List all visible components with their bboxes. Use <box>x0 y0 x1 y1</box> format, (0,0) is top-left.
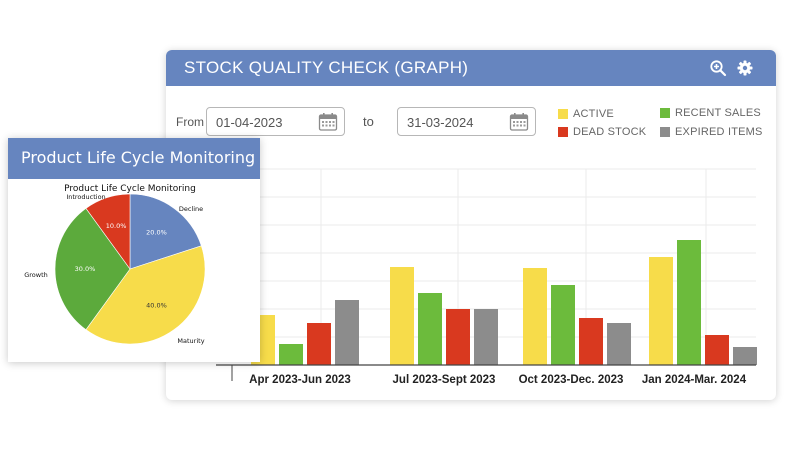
from-date-value: 01-04-2023 <box>216 115 283 130</box>
to-date-field[interactable]: 31-03-2024 <box>397 107 536 136</box>
stock-bar-chart: Apr 2023-Jun 2023 Jul 2023-Sept 2023 Oct 2… <box>216 168 757 386</box>
bar-active <box>390 267 414 365</box>
bar-dead-stock <box>579 318 603 365</box>
legend-label: EXPIRED ITEMS <box>675 126 763 138</box>
stock-panel-title: STOCK QUALITY CHECK (GRAPH) <box>184 58 469 77</box>
calendar-icon[interactable] <box>318 112 338 132</box>
bar-expired-items <box>733 347 757 365</box>
bar-recent-sales <box>677 240 701 365</box>
bar-expired-items <box>607 323 631 365</box>
x-tick-label: Apr 2023-Jun 2023 <box>249 374 351 386</box>
stock-quality-panel: STOCK QUALITY CHECK (GRAPH) <box>166 50 776 400</box>
from-date-field[interactable]: 01-04-2023 <box>206 107 345 136</box>
calendar-icon[interactable] <box>509 112 529 132</box>
bar-expired-items <box>474 309 498 365</box>
bar-active <box>649 257 673 365</box>
gear-icon[interactable] <box>736 59 754 77</box>
x-tick-label: Jan 2024-Mar. 2024 <box>642 374 747 386</box>
legend-label: ACTIVE <box>573 108 614 120</box>
legend-label: RECENT SALES <box>675 107 761 119</box>
bar-recent-sales <box>279 344 303 365</box>
life-cycle-pie-chart: Product Life Cycle Monitoring 20.0% Declin… <box>24 184 206 345</box>
pie-chart-title: Product Life Cycle Monitoring <box>64 184 196 194</box>
pie-category-label: Growth <box>24 271 48 279</box>
bar-recent-sales <box>551 285 575 365</box>
stock-panel-header: STOCK QUALITY CHECK (GRAPH) <box>166 50 776 86</box>
zoom-in-icon[interactable] <box>709 59 727 77</box>
bar-recent-sales <box>418 293 442 365</box>
bar-active <box>523 268 547 365</box>
pie-slice-introduction <box>85 193 131 270</box>
legend-swatch <box>660 108 670 118</box>
to-date-value: 31-03-2024 <box>407 115 474 130</box>
pie-slice-decline <box>129 193 202 270</box>
pie-pct-label: 10.0% <box>106 222 127 230</box>
pie-pct-label: 20.0% <box>146 229 167 237</box>
pie-panel-header: Product Life Cycle Monitoring <box>8 138 260 179</box>
legend-swatch <box>558 127 568 137</box>
pie-category-label: Maturity <box>177 337 204 345</box>
pie-pct-label: 30.0% <box>75 265 96 273</box>
x-tick-label: Oct 2023-Dec. 2023 <box>519 374 624 386</box>
from-label: From <box>176 115 204 129</box>
to-label: to <box>363 114 374 129</box>
legend-swatch <box>558 109 568 119</box>
bar-dead-stock <box>446 309 470 365</box>
pie-category-label: Introduction <box>66 193 105 201</box>
pie-category-label: Decline <box>179 205 203 213</box>
pie-panel-title: Product Life Cycle Monitoring <box>21 148 256 167</box>
pie-slice-maturity <box>85 245 206 345</box>
pie-slice-growth <box>54 207 131 331</box>
bar-dead-stock <box>307 323 331 365</box>
bar-expired-items <box>335 300 359 365</box>
product-life-cycle-panel: Product Life Cycle Monitoring Product Li… <box>8 138 260 362</box>
pie-pct-label: 40.0% <box>146 301 167 309</box>
x-tick-label: Jul 2023-Sept 2023 <box>393 374 496 386</box>
legend-swatch <box>660 127 670 137</box>
legend-label: DEAD STOCK <box>573 126 647 138</box>
bar-dead-stock <box>705 335 729 365</box>
